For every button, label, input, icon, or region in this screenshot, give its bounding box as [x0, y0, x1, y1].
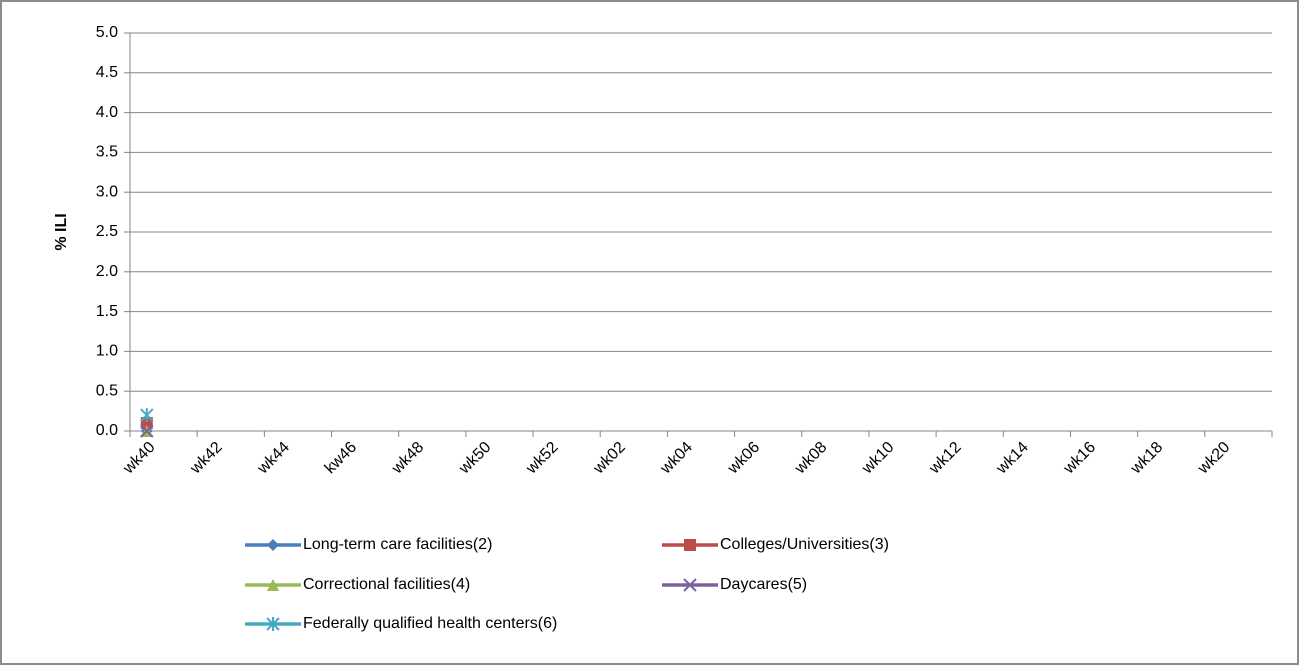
legend-label: Colleges/Universities(3): [720, 536, 889, 553]
legend-label: Federally qualified health centers(6): [303, 615, 557, 632]
y-tick-label: 0.0: [96, 422, 118, 439]
y-axis-title: % ILI: [53, 213, 70, 250]
legend-item: Long-term care facilities(2): [245, 536, 492, 553]
legend-marker: [684, 539, 696, 551]
legend-marker: [267, 579, 279, 591]
marker: [140, 408, 154, 423]
marker: [140, 417, 153, 430]
legend-label: Daycares(5): [720, 576, 807, 593]
legend-label: Long-term care facilities(2): [303, 536, 492, 553]
y-tick-label: 3.0: [96, 183, 118, 200]
y-tick-label: 0.5: [96, 382, 118, 399]
legend-item: Daycares(5): [662, 576, 807, 593]
legend-item: Colleges/Universities(3): [662, 536, 889, 553]
y-tick-label: 1.0: [96, 343, 118, 360]
legend-marker: [267, 539, 279, 551]
y-tick-label: 1.5: [96, 303, 118, 320]
y-tick-label: 4.0: [96, 104, 118, 121]
y-tick-label: 4.5: [96, 64, 118, 81]
legend-item: Federally qualified health centers(6): [245, 615, 557, 632]
y-tick-label: 2.5: [96, 223, 118, 240]
y-tick-label: 5.0: [96, 24, 118, 41]
y-tick-label: 3.5: [96, 144, 118, 161]
y-tick-label: 2.0: [96, 263, 118, 280]
legend-marker: [266, 617, 280, 631]
legend-label: Correctional facilities(4): [303, 576, 470, 593]
legend-marker: [683, 578, 697, 592]
marker: [140, 424, 154, 438]
legend-item: Correctional facilities(4): [245, 576, 470, 593]
